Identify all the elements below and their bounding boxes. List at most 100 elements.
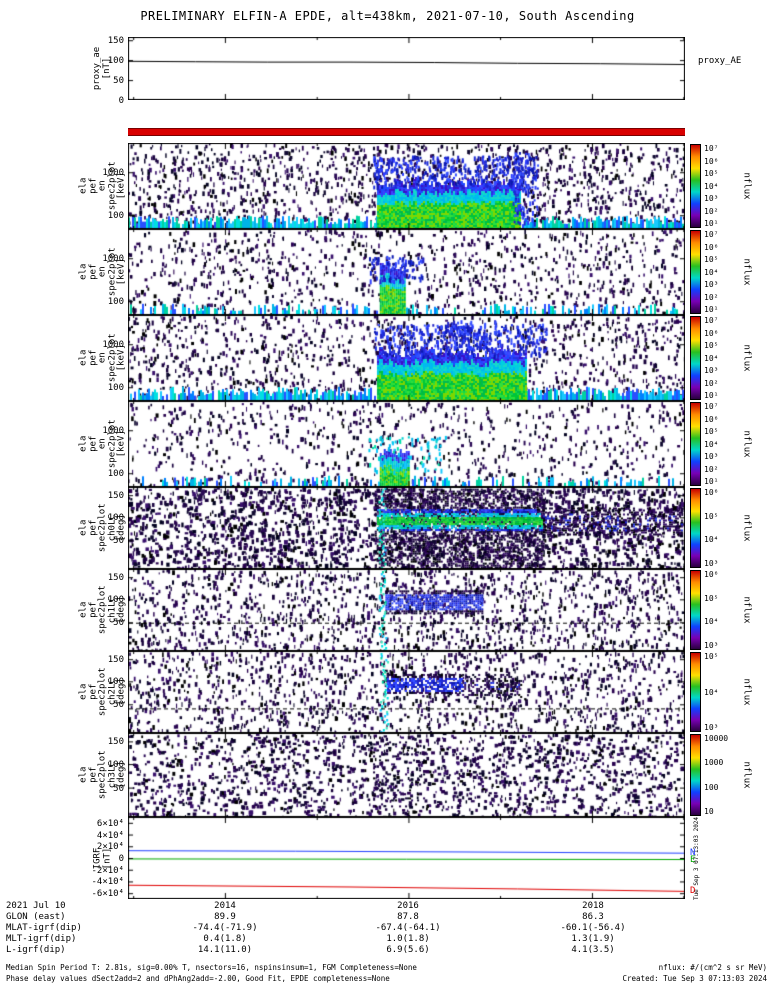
glon-value-1: 87.8 — [397, 912, 419, 922]
epde-energy-spec-0-cb-label-2: 10⁵ — [704, 169, 719, 178]
epde-pitch-ch0lc-ytick-0: 150 — [107, 491, 124, 502]
epde-pitch-ch0lc-ylabel: ela pef spec2plot ch0LC [deg] — [78, 487, 127, 569]
epde-pitch-ch0lc-cb-label-3: 10³ — [704, 559, 719, 568]
epde-energy-spec-3-cb-label-6: 10¹ — [704, 477, 719, 486]
epde-pitch-ch3lc-ylabel-text: ela pef spec2plot ch3LC [deg] — [78, 750, 127, 800]
epde-energy-spec-2-cb-label-2: 10⁵ — [704, 341, 719, 350]
epde-pitch-ch2lc-cb-label-1: 10⁴ — [704, 687, 719, 697]
glon-row-label: GLON (east) — [6, 912, 66, 922]
glon-value-2: 86.3 — [582, 912, 604, 922]
igrf-ytick-0: 6×10⁴ — [96, 818, 124, 829]
mlt-value-1: 1.0(1.8) — [386, 934, 430, 944]
epde-energy-spec-2-ytick-1: 100 — [107, 383, 124, 394]
epde-energy-spec-0-colorbar — [690, 144, 701, 228]
epde-energy-spec-2-colorbar — [690, 316, 701, 400]
igrf-ytick-2: 2×10⁴ — [96, 842, 124, 853]
epde-pitch-ch3lc-cb-unit: nflux — [740, 733, 754, 817]
epde-energy-spec-3-cb-label-5: 10² — [704, 464, 719, 474]
epde-energy-spec-1-colorbar — [690, 230, 701, 314]
xtick-time-2: 2018 — [582, 901, 604, 911]
epde-pitch-ch3lc-ytick-1: 100 — [107, 760, 124, 771]
epde-pitch-ch1lc-colorbar — [690, 570, 701, 650]
epde-energy-spec-3-cb-label-0: 10⁷ — [704, 402, 719, 411]
epde-pitch-ch3lc-ytick-0: 150 — [107, 737, 124, 748]
epde-pitch-ch1lc-cb-label-2: 10⁴ — [704, 617, 719, 627]
epde-energy-spec-3-cb-label-1: 10⁶ — [704, 414, 719, 424]
epde-pitch-ch0lc-colorbar — [690, 488, 701, 568]
epde-energy-spec-0-cb-label-4: 10³ — [704, 194, 719, 203]
epde-energy-spec-2-cb-label-5: 10² — [704, 378, 719, 388]
epde-energy-spec-3-cb-unit-text: nflux — [742, 430, 752, 458]
epde-energy-spec-1-cb-unit: nflux — [740, 229, 754, 315]
epde-energy-spec-0-cb-label-1: 10⁶ — [704, 156, 719, 166]
proxy-ae-ytick-1: 100 — [107, 56, 124, 67]
epde-pitch-ch3lc-cb-label-2: 100 — [704, 782, 719, 792]
epde-energy-spec-3-cb-label-2: 10⁵ — [704, 427, 719, 436]
epde-energy-spec-1-cb-label-1: 10⁶ — [704, 242, 719, 252]
proxy-ae-ytick-3: 0 — [118, 96, 124, 106]
epde-pitch-ch2lc-canvas — [128, 651, 685, 733]
epde-pitch-ch2lc-ytick-0: 150 — [107, 655, 124, 666]
epde-energy-spec-0-ylabel: ela pef en spec2plot [keV] — [78, 143, 126, 229]
epde-energy-spec-0-cb-unit-text: nflux — [742, 172, 752, 200]
igrf-ylabel-text: IGRF [nT] — [92, 847, 113, 869]
epde-energy-spec-0-cb-label-0: 10⁷ — [704, 144, 719, 153]
epde-pitch-ch3lc-cb-label-1: 1000 — [704, 758, 724, 768]
epde-energy-spec-0-cb-label-5: 10² — [704, 206, 719, 216]
epde-energy-spec-2-cb-label-0: 10⁷ — [704, 316, 719, 325]
epde-pitch-ch1lc-cb-label-1: 10⁵ — [704, 593, 719, 603]
coverage-bar — [128, 128, 685, 136]
proxy-ae-ylabel: proxy_ae [nT] — [80, 37, 126, 100]
epde-energy-spec-1-ylabel: ela pef en spec2plot [keV] — [78, 229, 126, 315]
igrf-ytick-1: 4×10⁴ — [96, 830, 124, 841]
xaxis-annotations: 2021 Jul 10 2014 2016 2018 GLON (east) 8… — [0, 901, 775, 959]
igrf-series-label-D: D — [690, 886, 696, 897]
epde-energy-spec-2-cb-label-1: 10⁶ — [704, 328, 719, 338]
xaxis-row-glon: GLON (east) 89.9 87.8 86.3 — [0, 912, 775, 923]
epde-energy-spec-2-cb-label-4: 10³ — [704, 366, 719, 375]
epde-energy-spec-2-cb-unit-text: nflux — [742, 344, 752, 372]
epde-pitch-ch1lc-ytick-0: 150 — [107, 573, 124, 584]
epde-energy-spec-2-ylabel: ela pef en spec2plot [keV] — [78, 315, 126, 401]
epde-energy-spec-1-cb-label-0: 10⁷ — [704, 230, 719, 239]
xaxis-row-lshell: L-igrf(dip) 14.1(11.0) 6.9(5.6) 4.1(3.5) — [0, 945, 775, 956]
epde-energy-spec-1-cb-label-5: 10² — [704, 292, 719, 302]
epde-pitch-ch2lc-colorbar — [690, 652, 701, 732]
xtick-time-0: 2014 — [214, 901, 236, 911]
mlat-value-2: -60.1(-56.4) — [560, 923, 626, 933]
igrf-ytick-3: 0 — [118, 854, 124, 864]
epde-energy-spec-0-ytick-1: 100 — [107, 211, 124, 222]
epde-pitch-ch0lc-cb-unit: nflux — [740, 487, 754, 569]
epde-energy-spec-2-ytick-0: 1000 — [102, 340, 124, 351]
mlt-row-label: MLT-igrf(dip) — [6, 934, 77, 944]
epde-pitch-ch2lc-ylabel-text: ela pef spec2plot ch2LC [deg] — [78, 667, 127, 717]
epde-pitch-ch0lc-cb-label-0: 10⁶ — [704, 488, 719, 497]
xaxis-row-time: 2021 Jul 10 2014 2016 2018 — [0, 901, 775, 912]
epde-pitch-ch3lc-cb-label-3: 10 — [704, 807, 714, 816]
epde-energy-spec-2-cb-label-6: 10¹ — [704, 391, 719, 400]
xaxis-row-mlat: MLAT-igrf(dip) -74.4(-71.9) -67.4(-64.1)… — [0, 923, 775, 934]
mlt-value-0: 0.4(1.8) — [203, 934, 247, 944]
epde-energy-spec-3-cb-label-4: 10³ — [704, 452, 719, 461]
epde-pitch-ch1lc-cb-unit-text: nflux — [742, 596, 752, 624]
epde-pitch-ch3lc-ytick-2: 50 — [113, 783, 124, 794]
epde-pitch-ch3lc-cb-unit-text: nflux — [742, 761, 752, 789]
mlat-value-1: -67.4(-64.1) — [375, 923, 441, 933]
proxy-ae-ylabel-text: proxy_ae [nT] — [92, 46, 112, 91]
epde-energy-spec-2-cb-label-3: 10⁴ — [704, 353, 719, 363]
epde-pitch-ch0lc-ylabel-text: ela pef spec2plot ch0LC [deg] — [78, 503, 127, 553]
proxy-ae-canvas — [128, 37, 685, 100]
epde-pitch-ch1lc-ylabel: ela pef spec2plot ch1LC [deg] — [78, 569, 126, 651]
epde-pitch-ch1lc-cb-label-0: 10⁶ — [704, 570, 719, 579]
epde-pitch-ch3lc-ylabel: ela pef spec2plot ch3LC [deg] — [78, 733, 127, 817]
epde-energy-spec-3-ytick-0: 1000 — [102, 426, 124, 437]
epde-pitch-ch2lc-ytick-1: 100 — [107, 677, 124, 688]
epde-energy-spec-1-cb-label-4: 10³ — [704, 280, 719, 289]
epde-energy-spec-3-ytick-1: 100 — [107, 469, 124, 480]
glon-value-0: 89.9 — [214, 912, 236, 922]
epde-energy-spec-1-cb-label-6: 10¹ — [704, 305, 719, 314]
epde-pitch-ch2lc-cb-unit: nflux — [740, 651, 754, 733]
epde-energy-spec-0-cb-label-6: 10¹ — [704, 219, 719, 228]
epde-pitch-ch1lc-canvas — [128, 569, 685, 651]
